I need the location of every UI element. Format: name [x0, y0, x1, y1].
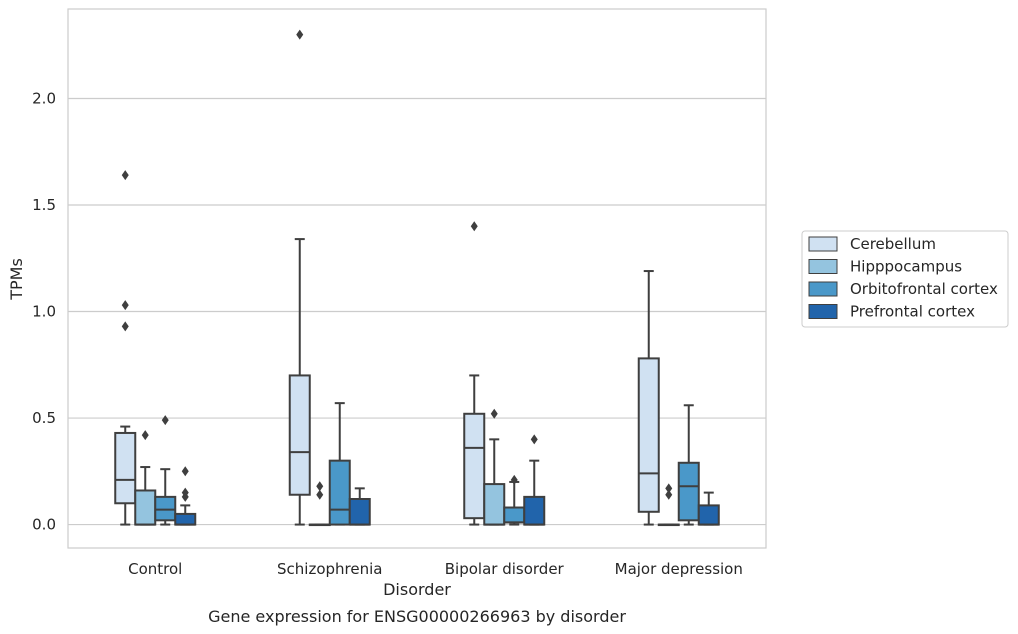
box-body [174, 512, 197, 526]
x-tick-label: Major depression [615, 560, 743, 578]
y-tick-label: 0.0 [32, 516, 56, 534]
legend-label: Hipppocampus [850, 258, 962, 276]
grid-lines [68, 97, 766, 526]
y-axis-label: TPMs [7, 258, 26, 301]
y-tick-label: 1.5 [32, 196, 56, 214]
box-body [677, 461, 700, 522]
legend-swatch [808, 259, 838, 274]
box-prefrontal-cortex [348, 487, 371, 526]
legend-swatch [808, 236, 838, 252]
plot-boxes [114, 29, 720, 527]
box-body [523, 495, 546, 526]
box-orbitofrontal-cortex [503, 474, 526, 526]
box-body [637, 357, 660, 513]
box-body [154, 495, 177, 522]
legend: Cerebellum Hipppocampus Orbitofrontal cort… [801, 230, 1009, 328]
x-axis-ticks: Control Schizophrenia Bipolar disorder Majo… [128, 560, 743, 578]
legend-label: Cerebellum [850, 235, 936, 253]
y-axis-ticks: 0.0 0.5 1.0 1.5 2.0 [32, 89, 56, 533]
outlier-point [316, 481, 324, 492]
legend-frame [801, 230, 1009, 328]
box-hipppocampus [134, 430, 157, 526]
legend-swatch [808, 304, 838, 319]
outlier-point [665, 483, 673, 494]
legend-label: Orbitofrontal cortex [850, 280, 998, 298]
box-hipppocampus [308, 481, 331, 527]
box-cerebellum [288, 29, 311, 526]
box-cerebellum [114, 170, 137, 526]
y-tick-label: 2.0 [32, 89, 56, 107]
outlier-point [181, 487, 189, 498]
box-orbitofrontal-cortex [154, 415, 177, 526]
y-tick-label: 0.5 [32, 409, 56, 427]
box-body [134, 489, 157, 526]
box-body [463, 412, 486, 520]
box-body [288, 374, 311, 496]
outlier-point [121, 170, 129, 181]
outlier-point [181, 466, 189, 477]
y-tick-label: 1.0 [32, 303, 56, 321]
outlier-point [510, 474, 518, 485]
box-prefrontal-cortex [697, 491, 720, 526]
chart-caption: Gene expression for ENSG00000266963 by d… [208, 607, 626, 626]
box-cerebellum [637, 270, 660, 526]
box-body [328, 459, 351, 526]
outlier-point [121, 321, 129, 332]
box-hipppocampus [483, 408, 506, 526]
box-body [114, 431, 137, 505]
box-body [483, 483, 506, 526]
box-prefrontal-cortex [174, 466, 197, 526]
outlier-point [490, 408, 498, 419]
box-cerebellum [463, 221, 486, 526]
outlier-point [530, 434, 538, 445]
x-axis-label: Disorder [383, 580, 451, 599]
box-hipppocampus [657, 483, 680, 527]
box-body [697, 504, 720, 526]
outlier-point [470, 221, 478, 232]
x-tick-label: Control [128, 560, 182, 578]
legend-swatch [808, 281, 838, 297]
outlier-point [316, 489, 324, 500]
x-tick-label: Bipolar disorder [445, 560, 565, 578]
box-orbitofrontal-cortex [677, 404, 700, 526]
box-orbitofrontal-cortex [328, 402, 351, 526]
box-prefrontal-cortex [523, 434, 546, 526]
outlier-point [141, 430, 149, 441]
box-body [503, 506, 526, 524]
outlier-point [296, 29, 304, 40]
outlier-point [121, 300, 129, 311]
outlier-point [161, 415, 169, 426]
box-body [348, 498, 371, 526]
outlier-point [665, 489, 673, 500]
plot-frame [67, 8, 767, 549]
legend-label: Prefrontal cortex [850, 303, 975, 321]
x-tick-label: Schizophrenia [277, 560, 382, 578]
